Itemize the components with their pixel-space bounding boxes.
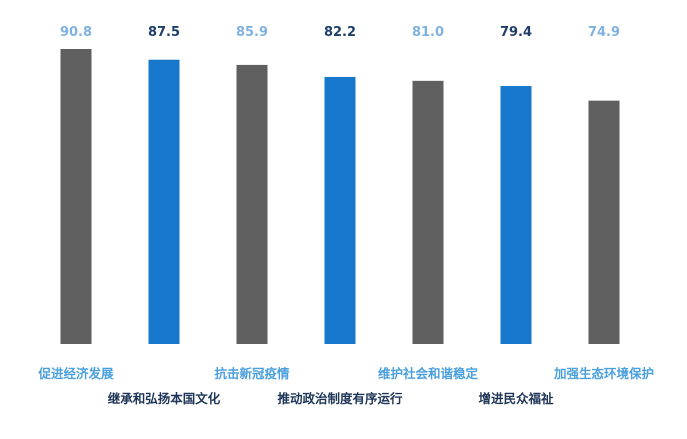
value-label-7: 74.9 bbox=[588, 25, 620, 40]
value-label-1: 90.8 bbox=[60, 25, 92, 40]
category-label-6: 增进民众福祉 bbox=[478, 391, 554, 406]
bars-group bbox=[60, 49, 620, 345]
bar-7 bbox=[588, 100, 620, 344]
category-label-5: 维护社会和谐稳定 bbox=[378, 366, 479, 381]
bar-1 bbox=[60, 49, 92, 344]
value-labels-group: 90.8 87.5 85.9 82.2 81.0 79.4 74.9 bbox=[60, 25, 620, 40]
category-label-7: 加强生态环境保护 bbox=[553, 366, 654, 381]
category-label-1: 促进经济发展 bbox=[37, 366, 114, 381]
category-label-4: 推动政治制度有序运行 bbox=[277, 391, 403, 406]
category-label-3: 抗击新冠疫情 bbox=[214, 366, 290, 381]
value-label-3: 85.9 bbox=[236, 25, 268, 40]
bar-3 bbox=[236, 64, 268, 344]
value-label-6: 79.4 bbox=[500, 25, 532, 40]
value-label-5: 81.0 bbox=[412, 25, 444, 40]
category-label-2: 继承和弘扬本国文化 bbox=[108, 391, 221, 406]
value-label-2: 87.5 bbox=[148, 25, 180, 40]
value-label-4: 82.2 bbox=[324, 25, 356, 40]
bar-4 bbox=[324, 76, 356, 345]
bar-5 bbox=[412, 80, 444, 345]
bar-6 bbox=[500, 86, 532, 344]
bar-2 bbox=[148, 59, 180, 344]
